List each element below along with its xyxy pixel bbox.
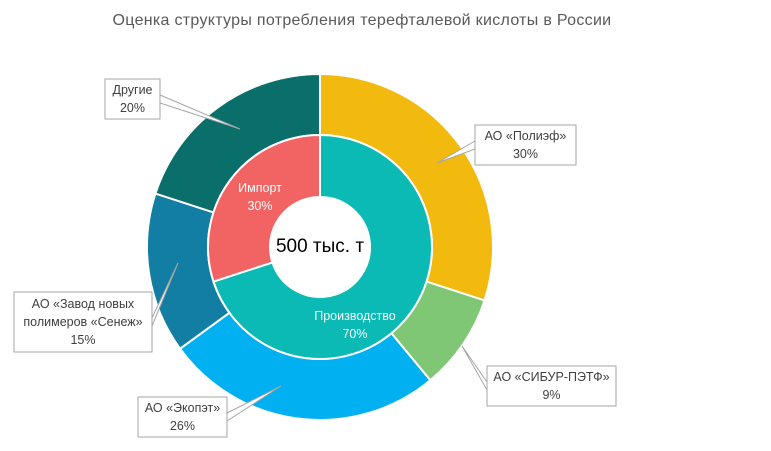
callout-name-3: АО «Экопэт»: [145, 401, 220, 415]
inner-slice-value-2: 30%: [247, 199, 272, 213]
callout-value-4: 15%: [70, 333, 95, 347]
inner-slice-1: [212, 133, 433, 360]
callout-name-2: АО «СИБУР-ПЭТФ»: [493, 370, 609, 384]
callout-value-2: 9%: [542, 388, 560, 402]
callout-name-1: АО «Полиэф»: [485, 129, 567, 143]
callout-leader-2: [461, 345, 488, 392]
inner-slice-value-1: 70%: [342, 327, 367, 341]
inner-slice-name-1: Производство: [314, 309, 396, 323]
callout-value-3: 26%: [170, 419, 195, 433]
inner-ring: [207, 133, 433, 360]
callout-box-2: [486, 365, 617, 407]
chart-title: Оценка структуры потребления терефталево…: [113, 12, 612, 29]
callout-name-4: полимеров «Сенеж»: [23, 315, 142, 329]
callout-name-5: Другие: [112, 83, 152, 97]
callout-box-1: [474, 124, 577, 166]
outer-ring: [146, 72, 494, 421]
callout-name-4: АО «Завод новых: [32, 297, 135, 311]
callout-value-1: 30%: [513, 147, 538, 161]
callout-value-5: 20%: [120, 101, 145, 115]
callouts: АО «Полиэф» 30% АО «СИБУР-ПЭТФ» 9% АО «Экопэ…: [13, 78, 617, 438]
callout-box-5: [104, 78, 161, 120]
center-total-label: 500 тыс. т: [276, 236, 364, 257]
callout-box-4: [13, 291, 153, 353]
inner-slice-2: [207, 133, 321, 283]
inner-slice-name-2: Импорт: [238, 181, 282, 195]
inner-labels: Производство 70% Импорт 30%: [238, 181, 396, 341]
callout-box-3: [137, 396, 228, 438]
